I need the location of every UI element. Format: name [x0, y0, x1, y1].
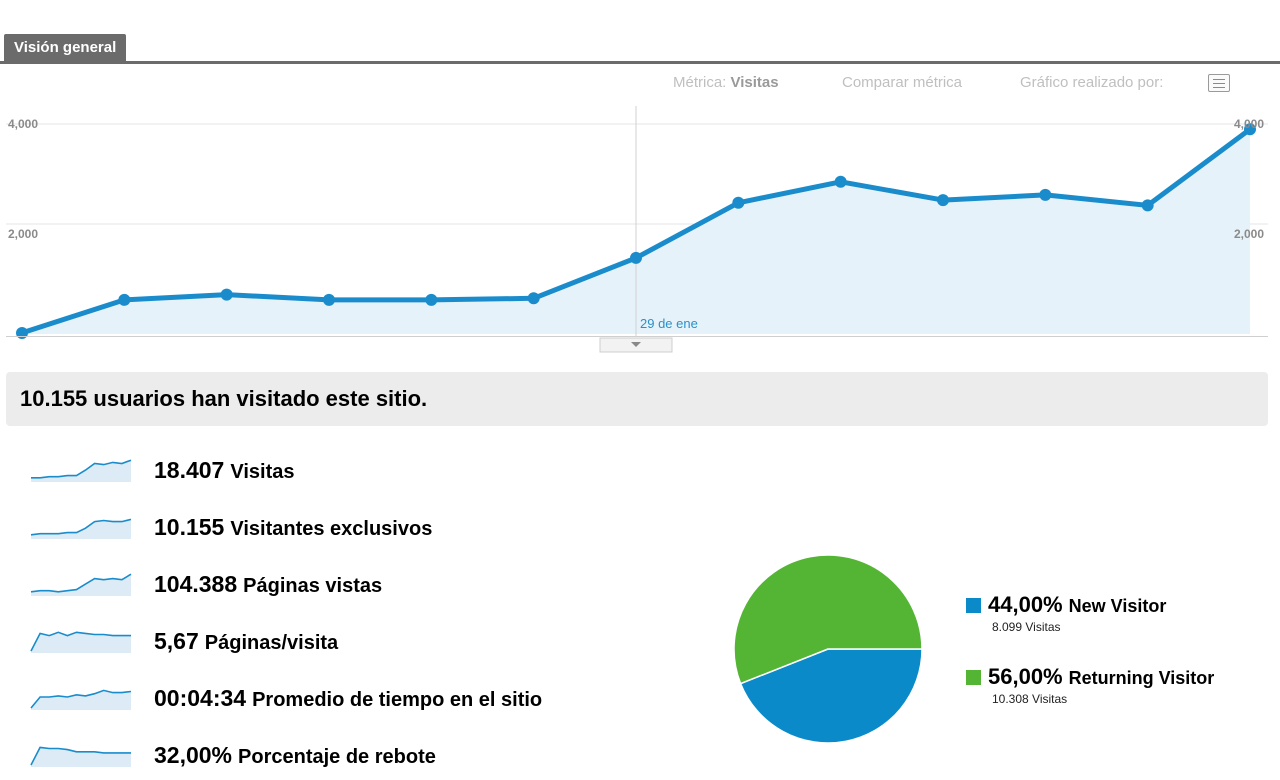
sparkline — [31, 459, 132, 482]
metric-value[interactable]: 18.407 — [154, 457, 225, 483]
data-point[interactable] — [1141, 199, 1154, 212]
y-tick-right-2000: 2,000 — [1234, 227, 1264, 241]
pie-slice-returning-visitor[interactable] — [733, 554, 923, 685]
sparkline — [30, 746, 131, 767]
legend-swatch-returning — [966, 670, 981, 685]
data-point[interactable] — [16, 326, 28, 339]
visitor-type-pie[interactable] — [728, 549, 928, 749]
hover-date-label: 29 de ene — [640, 316, 698, 331]
metric-value[interactable]: 32,00% — [154, 742, 233, 768]
metric-label: Páginas/visita — [204, 632, 339, 654]
data-point[interactable] — [937, 194, 949, 207]
summary-banner: 10.155 usuarios han visitado este sitio. — [6, 372, 1268, 426]
list-icon[interactable] — [1208, 74, 1230, 92]
sparkline — [30, 573, 132, 596]
data-point[interactable] — [323, 293, 335, 306]
legend-new-visits: 8.099 Visitas — [992, 620, 1061, 634]
metric-row: 5,67 Páginas/visita — [28, 623, 688, 659]
legend-new-pct: 44,00% — [988, 592, 1063, 617]
metric-label: Visitantes exclusivos — [230, 518, 433, 540]
metric-label: Páginas vistas — [243, 575, 383, 597]
metric-row: 32,00% Porcentaje de rebote — [28, 737, 688, 773]
data-point[interactable] — [527, 292, 540, 305]
data-point[interactable] — [1039, 188, 1052, 201]
metric-row: 00:04:34 Promedio de tiempo en el sitio — [28, 680, 688, 716]
metric-value[interactable]: 00:04:34 — [154, 685, 247, 711]
data-point[interactable] — [630, 251, 642, 264]
metric-row: 18.407 Visitas — [28, 452, 688, 488]
data-point[interactable] — [1244, 123, 1256, 136]
pie-slice-new-visitor[interactable] — [739, 648, 923, 744]
metric-row: 10.155 Visitantes exclusivos — [28, 509, 688, 545]
data-point[interactable] — [425, 293, 438, 306]
metric-row: 104.388 Páginas vistas — [28, 566, 688, 602]
sparkline — [30, 518, 132, 539]
legend-returning-label: Returning Visitor — [1068, 668, 1215, 688]
metric-prefix: Métrica: — [673, 74, 727, 91]
metric-label: Visitas — [230, 461, 295, 483]
metric-value[interactable]: 10.155 — [154, 514, 225, 540]
legend-new-label: New Visitor — [1068, 596, 1167, 616]
y-tick-right-4000: 4,000 — [1234, 117, 1264, 131]
chart-by-label: Gráfico realizado por: — [1020, 74, 1164, 91]
metric-value[interactable]: 104.388 — [154, 571, 238, 597]
legend-returning-visits: 10.308 Visitas — [992, 692, 1068, 706]
series-points — [16, 123, 1256, 339]
legend-swatch-new — [966, 598, 981, 613]
chart-expand-handle[interactable] — [599, 337, 673, 353]
data-point[interactable] — [220, 288, 233, 301]
metric-label: Promedio de tiempo en el sitio — [252, 689, 543, 711]
data-point[interactable] — [118, 293, 131, 306]
area-fill — [22, 129, 1250, 334]
visits-chart[interactable]: 4,000 2,000 4,000 2,000 29 de ene — [0, 100, 1280, 358]
data-point[interactable] — [732, 196, 745, 209]
legend-returning-pct: 56,00% — [988, 664, 1063, 689]
metric-label: Porcentaje de rebote — [238, 746, 436, 768]
metric-selector[interactable]: Métrica: Visitas — [673, 74, 779, 96]
y-tick-left-4000: 4,000 — [8, 117, 38, 131]
metric-value[interactable]: 5,67 — [154, 628, 199, 654]
sparkline — [30, 631, 131, 653]
tab-vision-general[interactable]: Visión general — [4, 34, 127, 62]
chevron-down-icon — [631, 342, 641, 347]
compare-metric-link[interactable]: Comparar métrica — [842, 74, 963, 91]
data-point[interactable] — [834, 175, 847, 188]
tab-bar: Visión general — [0, 34, 1280, 64]
y-tick-left-2000: 2,000 — [8, 227, 38, 241]
sparkline — [30, 689, 132, 710]
metric-value: Visitas — [730, 74, 779, 91]
